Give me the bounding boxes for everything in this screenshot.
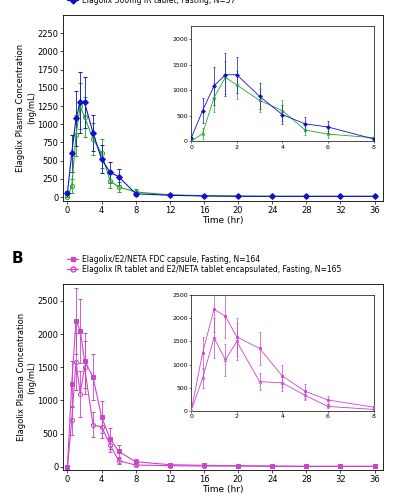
Legend: Elagolix 300mg capsule, Fasting, N=56, Elagolix 300mg IR tablet, Fasting, N=57: Elagolix 300mg capsule, Fasting, N=56, E… [67, 0, 235, 4]
Y-axis label: Elagolix Plasma Concentration
(ng/mL): Elagolix Plasma Concentration (ng/mL) [17, 313, 36, 441]
X-axis label: Time (hr): Time (hr) [202, 485, 244, 494]
Text: B: B [12, 251, 24, 266]
Legend: Elagolix/E2/NETA FDC capsule, Fasting, N=164, Elagolix IR tablet and E2/NETA tab: Elagolix/E2/NETA FDC capsule, Fasting, N… [67, 254, 341, 274]
X-axis label: Time (hr): Time (hr) [202, 216, 244, 225]
Y-axis label: Elagolix Plasma Concentration
(ng/mL): Elagolix Plasma Concentration (ng/mL) [17, 44, 36, 172]
